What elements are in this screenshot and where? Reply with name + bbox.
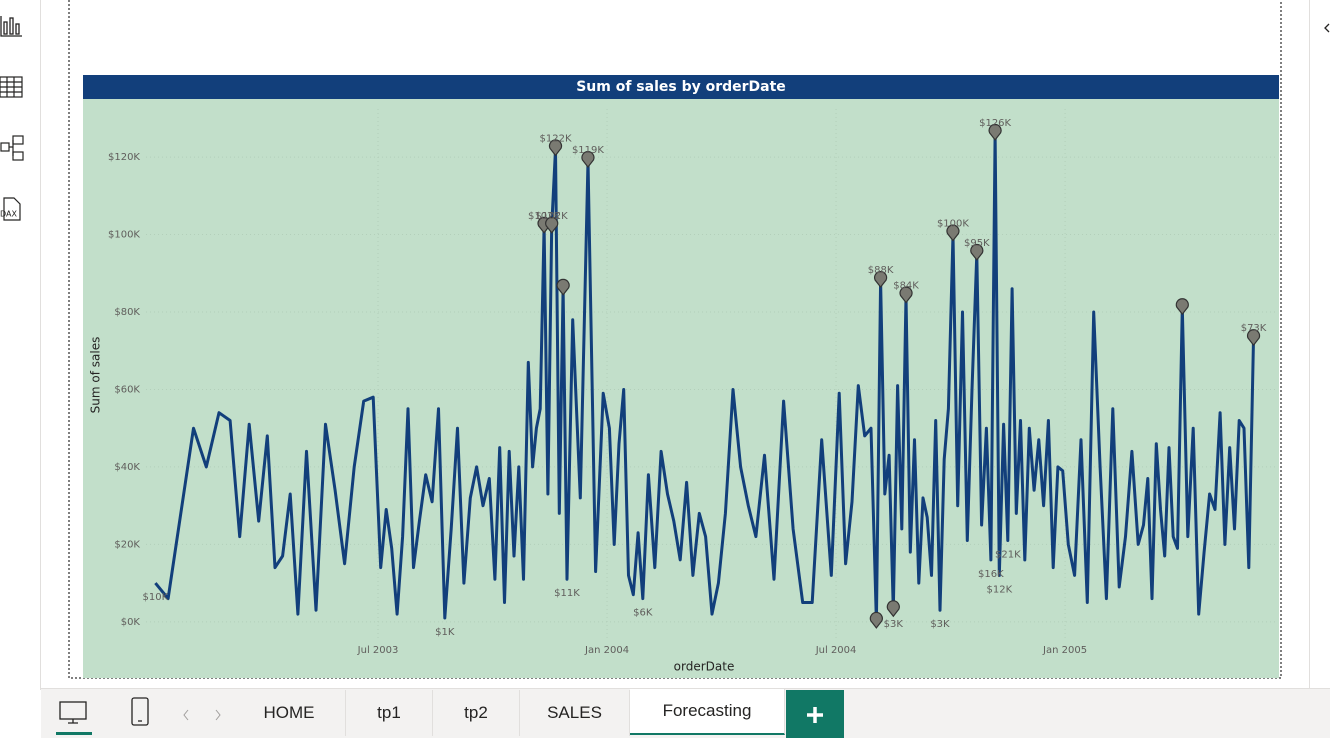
data-label: $3K [930, 619, 950, 630]
add-page-button[interactable] [786, 690, 844, 738]
data-label: $126K [979, 118, 1011, 129]
prev-page-arrow[interactable] [183, 709, 189, 721]
filters-pane[interactable]: Filters [1309, 0, 1330, 690]
data-label: $3K [884, 619, 904, 630]
data-label: $122K [540, 133, 572, 144]
anomaly-marker [869, 611, 883, 629]
title-bar [83, 75, 1279, 99]
x-axis-title: orderDate [674, 660, 735, 674]
filters-pane-graphic: Filters [1324, 23, 1330, 33]
svg-text:DAX: DAX [0, 210, 17, 219]
tabbar-controls [56, 697, 221, 735]
y-tick-label: $40K [114, 462, 140, 473]
data-label: $95K [964, 238, 990, 249]
mobile-view-button[interactable] [131, 697, 149, 726]
data-label: $12K [987, 584, 1013, 595]
view-sidebar: DAX [0, 0, 41, 690]
data-label: $11K [554, 588, 580, 599]
report-icon[interactable] [0, 16, 22, 37]
data-label: $10K [143, 592, 169, 603]
data-label: $102K [528, 211, 560, 222]
x-tick-label: Jul 2004 [815, 645, 857, 656]
anomaly-marker [545, 216, 559, 234]
anomaly-marker [970, 243, 984, 261]
y-tick-label: $100K [108, 230, 140, 241]
anomaly-marker [1175, 298, 1189, 316]
page-tab[interactable]: SALES [520, 690, 630, 736]
next-page-arrow[interactable] [215, 709, 221, 721]
anomaly-marker [874, 271, 888, 288]
page-tab[interactable]: tp2 [433, 690, 520, 736]
page-tab[interactable]: Forecasting [630, 689, 785, 735]
x-tick-label: Jul 2003 [357, 645, 399, 656]
data-label: $84K [893, 281, 919, 292]
dax-icon[interactable]: DAX [0, 197, 21, 221]
anomaly-marker [548, 139, 563, 157]
chart: Sum of sales by orderDate Sum of sales o… [68, 0, 1282, 679]
y-tick-label: $0K [121, 617, 141, 628]
page-tab[interactable]: tp1 [346, 690, 433, 736]
sidebar-icons: DAX [0, 16, 24, 221]
data-label: $119K [572, 145, 604, 156]
data-label: $6K [633, 608, 653, 619]
y-tick-label: $120K [108, 152, 140, 163]
plus-icon [807, 707, 823, 723]
page-tab[interactable]: HOME [233, 690, 346, 736]
data-icon[interactable] [0, 76, 23, 98]
data-label: $88K [868, 265, 894, 276]
sales-line [154, 132, 1255, 624]
y-tick-label: $60K [114, 384, 140, 395]
data-label: $100K [937, 219, 969, 230]
anomaly-marker [946, 224, 960, 242]
chart-title: Sum of sales by orderDate [576, 79, 786, 95]
x-tick-label: Jan 2004 [584, 645, 629, 656]
anomaly-marker [1246, 329, 1261, 347]
active-view-indicator [56, 732, 92, 735]
y-tick-label: $80K [114, 307, 140, 318]
y-axis-title: Sum of sales [89, 337, 103, 414]
desktop-view-button[interactable] [59, 701, 87, 724]
anomaly-marker [886, 600, 900, 618]
data-label: $21K [995, 550, 1021, 561]
plot-background [83, 99, 1279, 678]
data-label: $1K [435, 627, 455, 638]
anomaly-marker [899, 286, 913, 304]
data-label: $73K [1241, 323, 1267, 334]
anomaly-marker [581, 150, 595, 168]
anomaly-marker [988, 123, 1002, 141]
data-label: $102K [536, 211, 568, 222]
model-icon[interactable] [0, 135, 24, 161]
y-tick-label: $20K [114, 539, 140, 550]
anomaly-marker [556, 278, 570, 296]
collapse-arrow[interactable] [1324, 23, 1330, 33]
x-tick-label: Jan 2005 [1042, 645, 1087, 656]
data-label: $16K [978, 569, 1004, 580]
